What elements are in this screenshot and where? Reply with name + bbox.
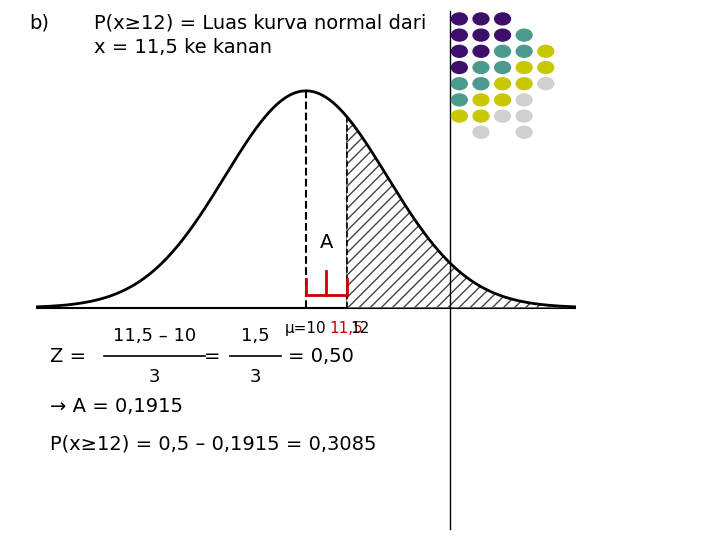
Text: x = 11,5 ke kanan: x = 11,5 ke kanan — [94, 38, 271, 57]
Text: 1,5: 1,5 — [241, 327, 270, 345]
Text: P(x≥12) = Luas kurva normal dari: P(x≥12) = Luas kurva normal dari — [94, 14, 426, 32]
Text: Z =: Z = — [50, 347, 93, 366]
Text: 11,5 – 10: 11,5 – 10 — [113, 327, 197, 345]
Text: 3: 3 — [250, 368, 261, 386]
Text: → A = 0,1915: → A = 0,1915 — [50, 397, 184, 416]
Text: =: = — [204, 347, 220, 366]
Text: 11,5: 11,5 — [330, 321, 364, 336]
Text: A: A — [320, 233, 333, 252]
Text: b): b) — [29, 14, 49, 32]
Text: P(x≥12) = 0,5 – 0,1915 = 0,3085: P(x≥12) = 0,5 – 0,1915 = 0,3085 — [50, 435, 377, 454]
Text: μ=10: μ=10 — [285, 321, 327, 336]
Text: 12: 12 — [351, 321, 369, 336]
Text: 3: 3 — [149, 368, 161, 386]
Text: = 0,50: = 0,50 — [288, 347, 354, 366]
